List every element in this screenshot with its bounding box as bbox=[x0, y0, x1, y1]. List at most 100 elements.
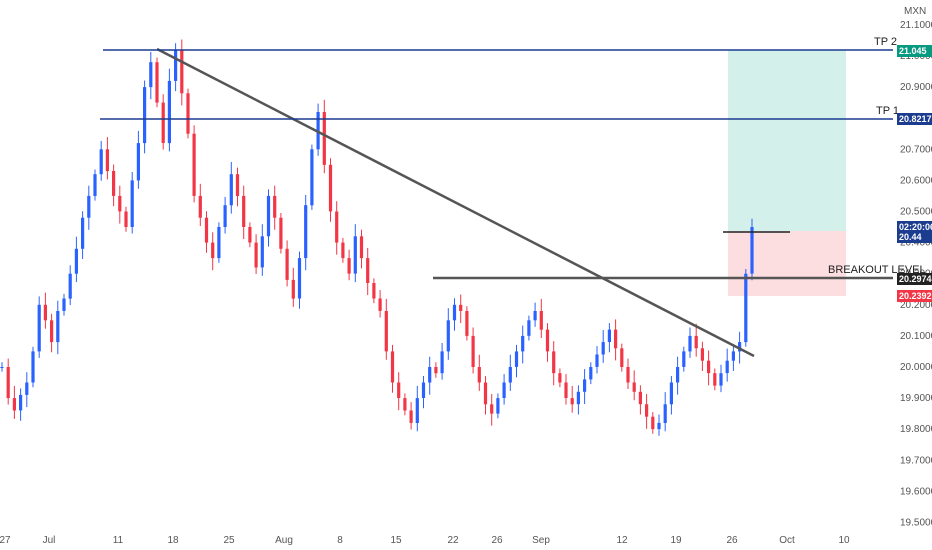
candle-body bbox=[483, 382, 488, 405]
candle-body bbox=[552, 351, 556, 374]
x-tick-label: 11 bbox=[113, 535, 124, 546]
candle-body bbox=[118, 195, 122, 212]
candle-body bbox=[738, 342, 742, 352]
candle-body bbox=[0, 367, 4, 368]
trendline[interactable] bbox=[156, 47, 755, 358]
candle-body bbox=[204, 217, 209, 243]
x-tick-label: Jul bbox=[43, 535, 56, 546]
candle-body bbox=[74, 248, 78, 274]
candle-body bbox=[440, 351, 444, 374]
candle-body bbox=[167, 80, 171, 144]
candle-body bbox=[161, 102, 165, 143]
y-tick-label: 19.80000 bbox=[900, 424, 932, 435]
candle-body bbox=[99, 149, 103, 175]
candle-body bbox=[620, 348, 624, 367]
candle-body bbox=[260, 236, 264, 268]
candle-body bbox=[421, 382, 426, 398]
candle-body bbox=[434, 367, 438, 374]
target-zone bbox=[728, 50, 846, 231]
candle-body bbox=[359, 236, 364, 259]
stop-price-tag: 20.2392 bbox=[897, 290, 932, 302]
candle-body bbox=[446, 320, 450, 352]
candle-body bbox=[155, 62, 159, 103]
candle-body bbox=[217, 227, 221, 259]
candle-body bbox=[366, 258, 370, 283]
candle-body bbox=[471, 335, 475, 367]
candle-body bbox=[353, 236, 357, 274]
candle-body bbox=[589, 367, 593, 380]
candle-body bbox=[174, 49, 178, 81]
y-tick-label: 20.70000 bbox=[900, 144, 932, 155]
candle-body bbox=[186, 93, 190, 134]
candle-body bbox=[180, 49, 184, 94]
candle-body bbox=[81, 217, 85, 249]
candle-body bbox=[638, 391, 642, 405]
candle-body bbox=[297, 258, 302, 299]
tp1-price-tag: 20.8217 bbox=[897, 113, 932, 125]
candle-body bbox=[112, 171, 116, 196]
candle-body bbox=[25, 382, 29, 395]
y-tick-label: 19.50000 bbox=[900, 518, 932, 529]
tp1-label: TP 1 bbox=[876, 105, 899, 117]
candle-body bbox=[688, 335, 692, 352]
candle-body bbox=[496, 398, 500, 414]
candle-body bbox=[62, 298, 66, 311]
candle-body bbox=[87, 195, 91, 218]
tp2-price-tag: 21.045 bbox=[897, 45, 932, 57]
candle-body bbox=[198, 195, 202, 218]
current-price-tag: 02:20:06 20.44 bbox=[897, 221, 932, 243]
candle-body bbox=[56, 311, 60, 343]
svg-text:21.045: 21.045 bbox=[899, 46, 927, 56]
candle-body bbox=[279, 217, 283, 249]
y-tick-label: 20.60000 bbox=[900, 175, 932, 186]
candle-body bbox=[266, 195, 271, 237]
candle-body bbox=[707, 360, 711, 374]
candle-body bbox=[459, 304, 463, 311]
y-tick-label: 20.10000 bbox=[900, 331, 932, 342]
candle-body bbox=[719, 373, 723, 386]
candle-body bbox=[713, 373, 717, 386]
y-tick-label: 20.20000 bbox=[900, 300, 932, 311]
x-tick-label: 8 bbox=[337, 535, 343, 546]
stop-zone bbox=[728, 231, 846, 296]
candle-body bbox=[651, 416, 655, 430]
trade-zones bbox=[728, 50, 846, 296]
x-axis: 27 Jul 11 18 25 Aug 8 15 22 26 Sep 12 19 26 Oct 10 bbox=[0, 535, 850, 546]
candle-body bbox=[601, 342, 605, 355]
x-tick-label: Sep bbox=[532, 535, 550, 546]
candle-body bbox=[626, 367, 630, 383]
svg-text:20.2392: 20.2392 bbox=[899, 291, 932, 301]
candle-body bbox=[124, 211, 128, 227]
candle-body bbox=[508, 367, 512, 383]
candle-body bbox=[211, 242, 215, 259]
candle-body bbox=[130, 180, 134, 227]
breakout-price-tag: 20.29745 bbox=[897, 273, 932, 285]
candle-body bbox=[632, 382, 636, 392]
candle-body bbox=[328, 164, 333, 212]
candle-body bbox=[105, 149, 109, 172]
x-tick-label: Oct bbox=[779, 535, 795, 546]
candle-body bbox=[694, 335, 698, 349]
candle-body bbox=[31, 351, 35, 383]
candle-body bbox=[744, 273, 748, 343]
y-tick-label: 20.40000 bbox=[900, 238, 932, 249]
candle-body bbox=[465, 311, 469, 336]
x-tick-label: 27 bbox=[0, 535, 11, 546]
candle-body bbox=[322, 112, 326, 165]
candle-body bbox=[576, 391, 580, 405]
y-tick-label: 19.60000 bbox=[900, 486, 932, 497]
candle-body bbox=[657, 422, 661, 430]
candle-body bbox=[19, 394, 23, 411]
candle-body bbox=[539, 311, 543, 330]
candle-body bbox=[645, 404, 649, 417]
y-tick-label: 20.00000 bbox=[900, 362, 932, 373]
candle-body bbox=[341, 242, 345, 259]
candle-body bbox=[676, 367, 680, 383]
x-tick-label: Aug bbox=[275, 535, 293, 546]
candle-body bbox=[595, 354, 599, 367]
candle-body bbox=[564, 382, 568, 398]
candle-body bbox=[50, 320, 54, 343]
candle-body bbox=[273, 195, 277, 218]
candle-body bbox=[669, 382, 673, 405]
